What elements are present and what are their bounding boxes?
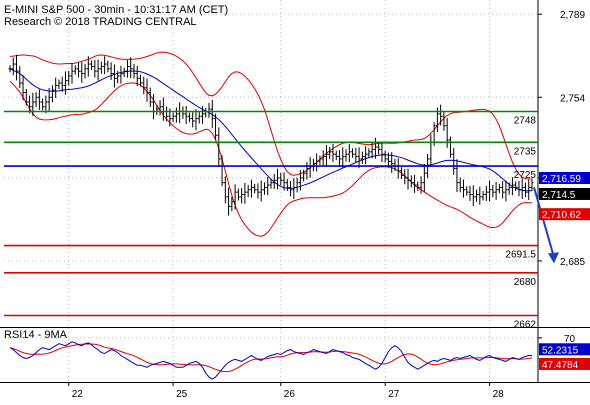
rsi-badge-label: 52.2315 xyxy=(542,345,579,356)
price-tick-label: 2,754 xyxy=(560,93,585,104)
price-badge xyxy=(539,187,590,200)
rsi-ma-line xyxy=(9,343,533,373)
price-badge-label: 2,716.59 xyxy=(542,174,581,185)
rsi-tick-label: 70 xyxy=(564,334,576,345)
time-tick-label: 27 xyxy=(388,389,400,400)
time-tick-label: 26 xyxy=(284,389,296,400)
chart-copyright: Research © 2018 TRADING CENTRAL xyxy=(4,16,197,28)
rsi-line xyxy=(9,341,532,380)
rsi-badge xyxy=(539,357,590,370)
time-tick-label: 25 xyxy=(176,389,188,400)
level-label-resistance: 2735 xyxy=(514,146,537,157)
price-badge-label: 2,710.62 xyxy=(542,210,581,221)
level-label-support: 2680 xyxy=(514,277,537,288)
price-tick-label: 2,789 xyxy=(560,10,585,21)
rsi-badge-label: 47.4784 xyxy=(542,360,579,371)
forecast-arrow-shaft xyxy=(533,187,555,258)
level-label-pivot: 2725 xyxy=(514,170,537,181)
price-badge xyxy=(539,208,590,221)
level-label-support: 2691.5 xyxy=(505,250,536,261)
chart-title: E-MINI S&P 500 - 30min - 10:31:17 AM (CE… xyxy=(4,4,228,16)
rsi-badge xyxy=(539,343,590,356)
moving-average-line xyxy=(9,68,532,192)
bollinger-upper-line xyxy=(9,51,533,180)
price-badge xyxy=(539,172,590,185)
time-tick-label: 22 xyxy=(72,389,84,400)
bollinger-lower-line xyxy=(9,80,532,237)
price-tick-label: 2,685 xyxy=(560,257,585,268)
time-tick-label: 28 xyxy=(493,389,505,400)
forecast-arrow-head xyxy=(548,252,559,264)
price-badge-label: 2,714.5 xyxy=(542,190,576,201)
level-label-resistance: 2748 xyxy=(514,115,537,126)
rsi-title: RSI14 - 9MA xyxy=(4,329,68,341)
level-label-support: 2662 xyxy=(514,320,537,331)
